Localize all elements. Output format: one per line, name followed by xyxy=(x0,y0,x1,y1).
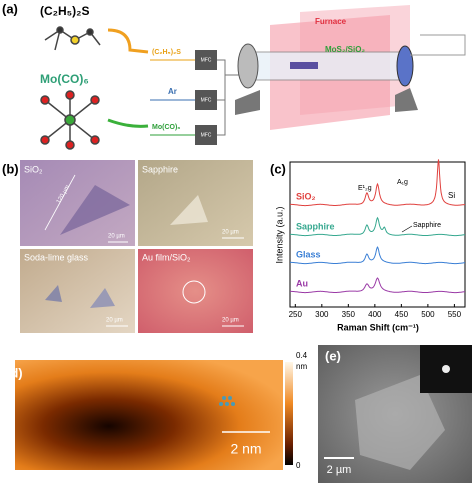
scale-label: 20 µm xyxy=(108,234,125,240)
micrograph xyxy=(20,249,135,333)
panel-label: (b) xyxy=(2,161,19,176)
mfc-label: MFC xyxy=(201,57,212,63)
flow-arrow xyxy=(107,28,149,54)
annotation: E¹₂g xyxy=(358,185,372,192)
mfc-box xyxy=(195,125,217,145)
panel-b: (b) 120 µm SiO₂ 20 µm Sapphire 20 µm Sod… xyxy=(2,160,253,333)
x-tick-label: 450 xyxy=(395,310,409,319)
precursor-label: (C₂H₅)₂S xyxy=(40,4,90,18)
molecule-icon xyxy=(44,26,101,51)
panel-label: (d) xyxy=(6,365,23,380)
crystal xyxy=(45,285,62,302)
annotation: Sapphire xyxy=(413,222,441,229)
x-tick-label: 550 xyxy=(448,310,462,319)
line-label: (C₂H₅)₂S xyxy=(152,49,181,56)
colorbar-label: 0.4 xyxy=(296,351,308,360)
gas-line xyxy=(217,59,240,136)
x-tick-label: 500 xyxy=(421,310,435,319)
image-title: Sapphire xyxy=(142,164,178,174)
highlight-circle xyxy=(182,280,206,304)
x-axis-label: Raman Shift (cm⁻¹) xyxy=(337,322,419,332)
crystal xyxy=(60,185,130,235)
panel-a: (a) (C₂H₅)₂S Mo(CO)₆ (C₂H₅)₂S Ar Mo(CO)₆… xyxy=(2,1,466,150)
diffraction-spot xyxy=(442,365,450,373)
furnace-label: Furnace xyxy=(315,17,347,26)
annotation: Si xyxy=(448,191,455,200)
panel-label: (a) xyxy=(2,1,18,16)
x-tick-label: 250 xyxy=(289,310,303,319)
scale-label: 2 µm xyxy=(327,464,352,476)
micrograph xyxy=(138,249,253,333)
image-title: SiO₂ xyxy=(24,164,43,174)
lattice-marker xyxy=(219,396,235,406)
sample-label: MoS₂/SiO₂ xyxy=(325,45,365,54)
mfc-box xyxy=(195,50,217,70)
spectrum xyxy=(290,159,466,207)
measure-line xyxy=(44,174,76,231)
panel-e: (e) 2 µm xyxy=(318,345,472,483)
scale-label: 2 nm xyxy=(230,441,261,457)
x-tick-label: 350 xyxy=(342,310,356,319)
spectrum xyxy=(290,216,466,237)
flow-arrow xyxy=(107,118,149,128)
scale-label: 20 µm xyxy=(106,318,123,324)
scale-label: 20 µm xyxy=(222,318,239,324)
panel-label: (e) xyxy=(325,348,341,363)
legend-label: SiO₂ xyxy=(296,191,316,201)
colorbar-label: nm xyxy=(296,362,307,371)
crystal xyxy=(170,195,208,225)
panel-c: (c) Intensity (a.u.) Raman Shift (cm⁻¹) … xyxy=(270,159,466,332)
x-tick-label: 300 xyxy=(315,310,329,319)
line-label: Mo(CO)₆ xyxy=(152,124,180,131)
stm-image xyxy=(15,360,283,470)
stand xyxy=(395,88,418,112)
molecule-icon xyxy=(40,90,100,150)
x-tick-label: 400 xyxy=(368,310,382,319)
legend-label: Au xyxy=(296,278,308,288)
colorbar xyxy=(285,362,293,465)
colorbar-label: 0 xyxy=(296,461,301,470)
annotation: A₁g xyxy=(397,179,408,186)
tube-cap xyxy=(237,43,259,89)
scale-label: 20 µm xyxy=(222,230,239,236)
image-title: Au film/SiO₂ xyxy=(142,252,191,262)
y-axis-label: Intensity (a.u.) xyxy=(274,206,284,263)
stand xyxy=(235,90,260,115)
panel-label: (c) xyxy=(270,161,286,176)
spectrum xyxy=(290,246,466,265)
mfc-label: MFC xyxy=(201,132,212,138)
crystal xyxy=(90,288,115,308)
legend-label: Sapphire xyxy=(296,221,335,231)
precursor-label: Mo(CO)₆ xyxy=(40,72,89,86)
spectrum xyxy=(290,277,466,294)
tube-cap xyxy=(396,45,414,87)
quartz-tube xyxy=(244,51,406,81)
exhaust-line xyxy=(410,34,466,56)
image-title: Soda-lime glass xyxy=(24,252,89,262)
line-label: Ar xyxy=(168,87,177,96)
sample xyxy=(290,62,318,69)
legend-label: Glass xyxy=(296,249,321,259)
crystal xyxy=(355,375,445,470)
mfc-box xyxy=(195,90,217,110)
panel-d: (d) 2 nm 0.4 nm 0 xyxy=(6,351,308,470)
mfc-label: MFC xyxy=(201,97,212,103)
annotation-arrow xyxy=(401,225,413,233)
